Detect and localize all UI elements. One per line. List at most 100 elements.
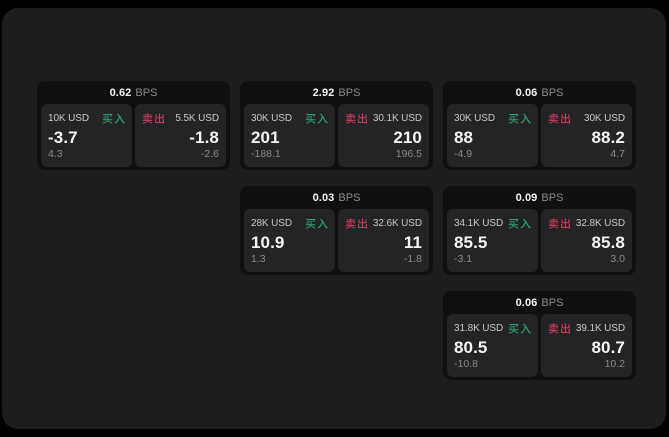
spread-value: 0.06 [515,296,538,309]
sell-amount: 39.1K USD [575,322,625,334]
buy-label [508,323,531,334]
sell-amount: 32.6K USD [372,217,422,229]
sell-panel[interactable]: 5.5K USD -1.8 -2.6 [135,104,226,167]
sell-price: -1.8 [189,128,219,147]
spread-value: 0.09 [515,191,538,204]
quote-card: 0.62 BPS 10K USD -3.7 4.3 5.5K USD -1.8 … [37,81,230,170]
buy-panel-top: 34.1K USD [454,216,531,230]
sell-panel[interactable]: 32.8K USD 85.8 3.0 [541,209,632,272]
sell-label [548,112,571,124]
sell-delta: -2.6 [200,148,219,161]
buy-panel[interactable]: 30K USD 201 -188.1 [244,104,335,167]
sell-amount: 32.8K USD [575,217,625,229]
cjk-glyph-sell-2 [358,217,367,229]
buy-label [305,218,328,229]
cjk-glyph-buy-2 [520,218,531,229]
spread-value: 0.03 [312,191,335,204]
quote-card-grid: 0.62 BPS 10K USD -3.7 4.3 5.5K USD -1.8 … [37,81,636,380]
sell-panel[interactable]: 39.1K USD 80.7 10.2 [541,314,632,377]
cjk-glyph-buy-1 [102,113,113,124]
sell-panel-top: 32.6K USD [345,216,422,230]
buy-panel[interactable]: 28K USD 10.9 1.3 [244,209,335,272]
cjk-glyph-sell-1 [548,322,559,334]
sell-panel[interactable]: 30.1K USD 210 196.5 [338,104,429,167]
quote-panels: 28K USD 10.9 1.3 32.6K USD 11 -1.8 [240,209,433,275]
buy-price: -3.7 [48,128,78,147]
buy-price: 85.5 [454,233,488,252]
cjk-glyph-buy-2 [520,323,531,334]
cjk-glyph-sell-2 [155,112,164,124]
buy-amount: 30K USD [251,112,292,124]
buy-delta: -188.1 [251,148,281,161]
sell-panel[interactable]: 32.6K USD 11 -1.8 [338,209,429,272]
sell-label [548,217,571,229]
sell-label [142,112,165,124]
cjk-glyph-sell-2 [561,112,570,124]
sell-label [548,322,571,334]
sell-panel-top: 39.1K USD [548,321,625,335]
cjk-glyph-sell-2 [358,112,367,124]
buy-label [305,113,328,124]
spread-unit: BPS [338,191,361,204]
cjk-glyph-buy-2 [317,113,328,124]
sell-panel-top: 30.1K USD [345,111,422,125]
cjk-glyph-sell-1 [345,112,356,124]
buy-panel[interactable]: 31.8K USD 80.5 -10.8 [447,314,538,377]
quote-card: 0.06 BPS 30K USD 88 -4.9 30K USD 88.2 4.… [443,81,636,170]
sell-delta: 10.2 [604,358,625,371]
quote-panels: 31.8K USD 80.5 -10.8 39.1K USD 80.7 10.2 [443,314,636,380]
spread-unit: BPS [338,86,361,99]
sell-delta: -1.8 [403,253,422,266]
sell-label [345,112,368,124]
spread-header: 0.06 BPS [443,291,636,314]
quote-card: 2.92 BPS 30K USD 201 -188.1 30.1K USD 21… [240,81,433,170]
buy-label [102,113,125,124]
sell-delta: 3.0 [610,253,625,266]
buy-label [508,113,531,124]
buy-amount: 28K USD [251,217,292,229]
buy-price: 88 [454,128,474,147]
spread-header: 2.92 BPS [240,81,433,104]
cjk-glyph-buy-1 [508,218,519,229]
buy-delta: -4.9 [454,148,473,161]
buy-price: 80.5 [454,338,488,357]
cjk-glyph-sell-2 [561,322,570,334]
sell-amount: 30K USD [584,112,625,124]
buy-price: 201 [251,128,280,147]
buy-amount: 30K USD [454,112,495,124]
buy-panel[interactable]: 34.1K USD 85.5 -3.1 [447,209,538,272]
spread-header: 0.06 BPS [443,81,636,104]
buy-panel[interactable]: 30K USD 88 -4.9 [447,104,538,167]
cjk-glyph-buy-2 [317,218,328,229]
sell-price: 210 [393,128,422,147]
sell-panel-top: 32.8K USD [548,216,625,230]
quote-card: 0.03 BPS 28K USD 10.9 1.3 32.6K USD 11 -… [240,186,433,275]
buy-delta: 4.3 [48,148,63,161]
sell-panel-top: 5.5K USD [142,111,219,125]
buy-label [508,218,531,229]
buy-panel[interactable]: 10K USD -3.7 4.3 [41,104,132,167]
buy-delta: 1.3 [251,253,266,266]
cjk-glyph-sell-1 [548,112,559,124]
cjk-glyph-sell-1 [345,217,356,229]
quote-panels: 30K USD 88 -4.9 30K USD 88.2 4.7 [443,104,636,170]
buy-panel-top: 10K USD [48,111,125,125]
buy-price: 10.9 [251,233,285,252]
buy-delta: -3.1 [454,253,473,266]
cjk-glyph-buy-1 [305,113,316,124]
spread-header: 0.09 BPS [443,186,636,209]
quote-panels: 30K USD 201 -188.1 30.1K USD 210 196.5 [240,104,433,170]
spread-unit: BPS [541,86,564,99]
sell-panel[interactable]: 30K USD 88.2 4.7 [541,104,632,167]
app-window: 0.62 BPS 10K USD -3.7 4.3 5.5K USD -1.8 … [2,8,666,429]
spread-unit: BPS [135,86,158,99]
sell-price: 88.2 [591,128,625,147]
sell-delta: 4.7 [610,148,625,161]
cjk-glyph-buy-1 [305,218,316,229]
sell-price: 85.8 [591,233,625,252]
spread-header: 0.62 BPS [37,81,230,104]
buy-amount: 34.1K USD [454,217,504,229]
cjk-glyph-buy-2 [520,113,531,124]
sell-price: 11 [403,233,422,252]
spread-header: 0.03 BPS [240,186,433,209]
